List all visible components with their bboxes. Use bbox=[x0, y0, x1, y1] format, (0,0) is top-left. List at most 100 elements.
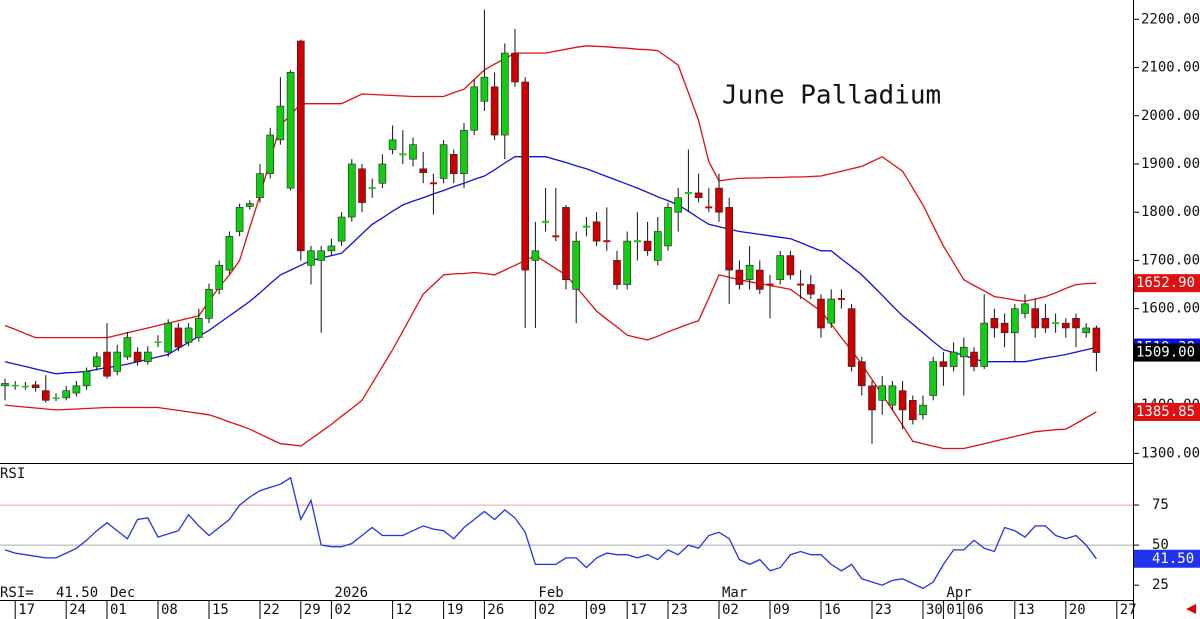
candle-body bbox=[613, 260, 621, 285]
candle-body bbox=[460, 129, 468, 174]
band-last-label-box bbox=[1134, 402, 1200, 421]
candle-body bbox=[215, 264, 223, 290]
candle-body bbox=[755, 269, 764, 290]
candle-body bbox=[1041, 318, 1050, 329]
candle-body bbox=[286, 72, 295, 189]
candle-body bbox=[1082, 327, 1090, 334]
x-tick-label: 12 bbox=[396, 602, 413, 618]
x-tick-label: 01 bbox=[946, 602, 963, 618]
x-tick-label: 01 bbox=[110, 602, 127, 618]
x-tick-label: 08 bbox=[161, 602, 178, 618]
band-last-label-box bbox=[1134, 274, 1200, 293]
candle-body bbox=[399, 153, 407, 156]
candle-body bbox=[144, 351, 152, 363]
candle-body bbox=[1072, 318, 1080, 329]
x-tick-label: 19 bbox=[447, 602, 464, 618]
x-tick-label: 23 bbox=[671, 602, 688, 618]
candle-body bbox=[11, 384, 19, 387]
candle-body bbox=[572, 240, 581, 290]
rsi-last-box bbox=[1134, 549, 1200, 568]
close-last-label-box bbox=[1134, 343, 1200, 362]
candle-body bbox=[827, 298, 836, 324]
candle-body bbox=[511, 52, 519, 83]
candle-body bbox=[980, 322, 989, 367]
candle-body bbox=[154, 341, 162, 343]
candle-body bbox=[388, 139, 397, 150]
candle-body bbox=[21, 385, 29, 388]
candle-body bbox=[103, 351, 111, 377]
y-tick-label: 1700.00 bbox=[1141, 252, 1200, 268]
candle-body bbox=[317, 250, 326, 261]
rsi-tick-label: 75 bbox=[1152, 497, 1169, 513]
candle-body bbox=[246, 203, 254, 207]
x-tick-label: 17 bbox=[18, 602, 35, 618]
candle-body bbox=[959, 346, 968, 358]
x-tick-label: 15 bbox=[212, 602, 229, 618]
candle-body bbox=[225, 236, 234, 271]
candle-body bbox=[256, 173, 264, 199]
candle-body bbox=[633, 240, 641, 243]
candle-body bbox=[970, 351, 978, 367]
month-label: Apr bbox=[946, 585, 971, 601]
band-last-label: 1652.90 bbox=[1136, 275, 1195, 291]
y-tick-label: 1600.00 bbox=[1141, 301, 1200, 317]
candle-body bbox=[868, 385, 876, 411]
candle-body bbox=[500, 52, 509, 136]
candle-body bbox=[31, 384, 40, 389]
candle-body bbox=[949, 351, 958, 367]
candle-body bbox=[409, 144, 417, 160]
month-label: Mar bbox=[722, 585, 747, 601]
candle-body bbox=[378, 163, 387, 184]
candle-body bbox=[776, 255, 785, 281]
candle-body bbox=[837, 298, 845, 300]
candle-body bbox=[521, 81, 530, 271]
candle-body bbox=[684, 191, 692, 194]
candle-body bbox=[745, 264, 754, 281]
candle-body bbox=[817, 298, 825, 329]
rsi-line bbox=[4, 476, 1097, 590]
x-tick-label: 13 bbox=[1018, 602, 1035, 618]
candle-body bbox=[470, 86, 479, 131]
candle-body bbox=[531, 250, 540, 261]
candle-body bbox=[806, 284, 815, 295]
candle-body bbox=[603, 240, 611, 243]
candle-body bbox=[898, 390, 907, 411]
x-tick-label: 26 bbox=[487, 602, 504, 618]
x-tick-label: 24 bbox=[69, 602, 86, 618]
candle-body bbox=[62, 390, 71, 399]
candle-body bbox=[592, 221, 601, 242]
y-tick-label: 1300.00 bbox=[1141, 445, 1200, 461]
x-tick-label: 23 bbox=[875, 602, 892, 618]
y-tick-label: 1900.00 bbox=[1141, 156, 1200, 172]
x-tick-label: 02 bbox=[334, 602, 351, 618]
band-middle bbox=[4, 156, 1097, 375]
month-label: 2026 bbox=[334, 585, 368, 601]
candle-body bbox=[786, 255, 795, 276]
scroll-arrow[interactable] bbox=[1186, 604, 1196, 614]
band-lower bbox=[4, 254, 1097, 450]
candle-body bbox=[164, 322, 172, 353]
candle-body bbox=[195, 318, 203, 338]
candle-body bbox=[878, 385, 887, 401]
x-tick-label: 20 bbox=[1069, 602, 1086, 618]
candle-body bbox=[419, 168, 428, 173]
candle-body bbox=[429, 182, 437, 185]
x-tick-label: 22 bbox=[263, 602, 280, 618]
x-tick-label: 27 bbox=[1120, 602, 1137, 618]
candle-body bbox=[1031, 308, 1039, 329]
candle-body bbox=[347, 163, 356, 218]
rsi-label: RSI bbox=[0, 466, 25, 482]
candle-body bbox=[72, 385, 81, 394]
candle-body bbox=[1010, 308, 1019, 334]
y-tick-label: 2100.00 bbox=[1141, 60, 1200, 76]
candle-body bbox=[735, 269, 744, 285]
candle-body bbox=[276, 105, 285, 141]
candle-body bbox=[888, 385, 897, 406]
candle-body bbox=[1000, 322, 1009, 334]
candle-body bbox=[766, 283, 774, 286]
candle-body bbox=[266, 134, 275, 174]
candle-body bbox=[715, 187, 723, 213]
candle-body bbox=[919, 404, 927, 416]
candle-body bbox=[52, 397, 60, 399]
x-tick-label: 02 bbox=[722, 602, 739, 618]
